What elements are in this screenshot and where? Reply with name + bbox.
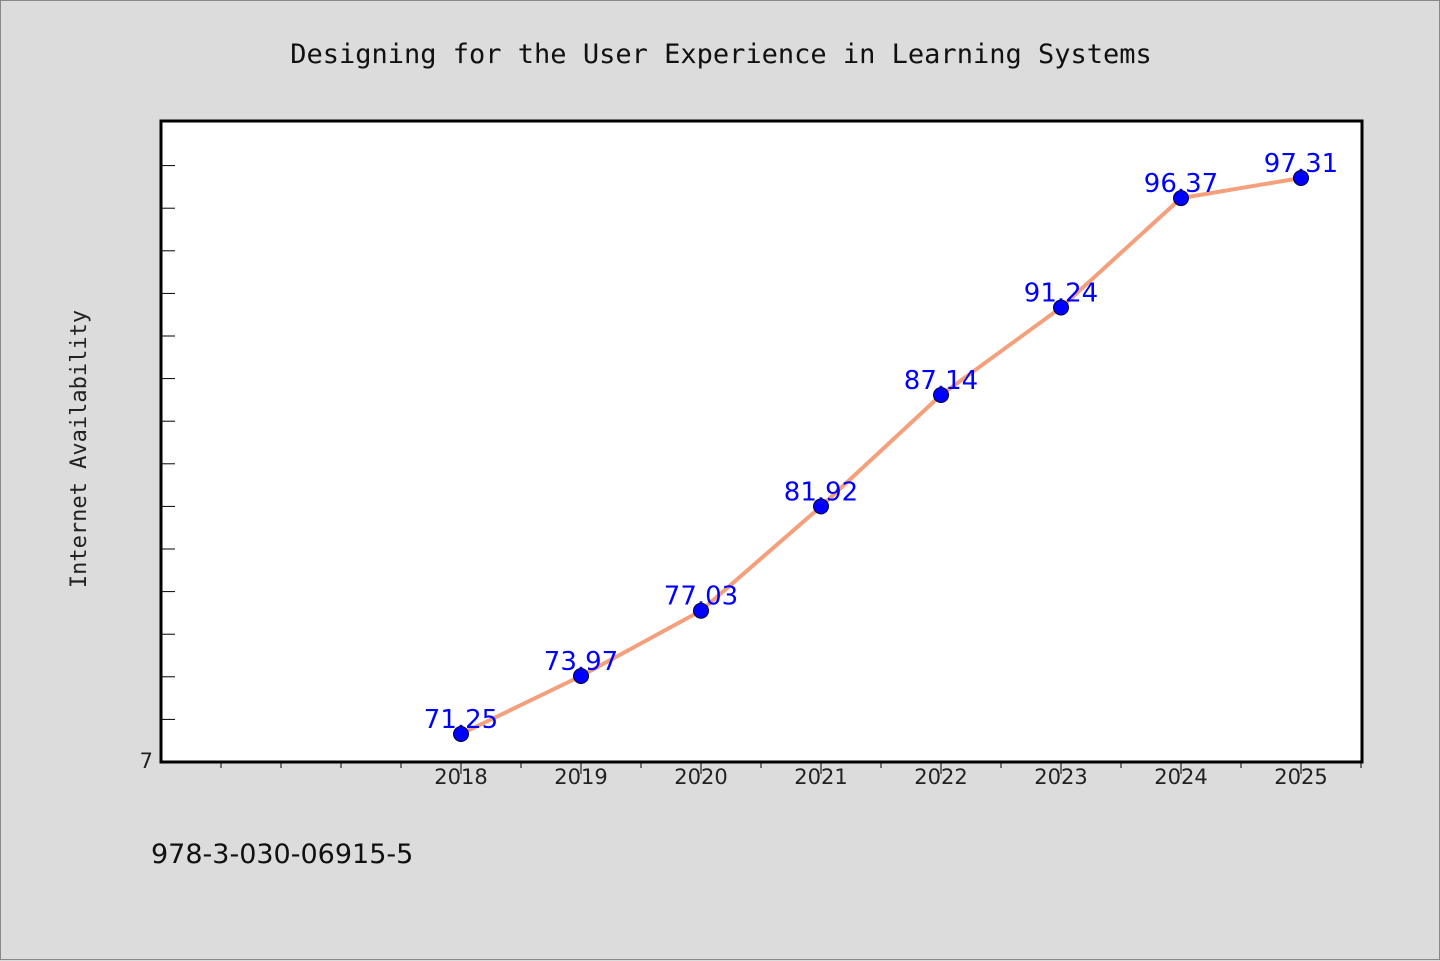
y-axis-ticks — [161, 165, 175, 763]
x-tick-label: 2024 — [1154, 765, 1207, 789]
plot-area — [159, 119, 1364, 764]
series-markers — [453, 170, 1309, 742]
data-point — [453, 726, 469, 742]
x-tick-label: 2020 — [674, 765, 727, 789]
x-tick-label: 2018 — [434, 765, 487, 789]
data-point — [573, 668, 589, 684]
x-tick-label: 2023 — [1034, 765, 1087, 789]
x-axis-tick-labels: 2018 2019 2020 2021 2022 2023 2024 2025 — [434, 765, 1327, 789]
y-tick-label: 7 — [140, 749, 153, 773]
data-point — [933, 387, 949, 403]
x-tick-label: 2021 — [794, 765, 847, 789]
data-point — [1053, 299, 1069, 316]
isbn-text: 978-3-030-06915-5 — [151, 839, 413, 870]
chart-title: Designing for the User Experience in Lea… — [290, 39, 1152, 70]
x-tick-label: 2019 — [554, 765, 607, 789]
x-tick-label: 2025 — [1274, 765, 1327, 789]
x-axis-ticks — [220, 762, 1362, 774]
y-axis-label: Internet Availability — [67, 310, 92, 588]
data-point — [1173, 190, 1189, 207]
series-line — [459, 176, 1303, 736]
data-point — [693, 602, 709, 619]
data-point — [1293, 170, 1309, 186]
x-tick-label: 2022 — [914, 765, 967, 789]
data-point — [813, 498, 829, 515]
